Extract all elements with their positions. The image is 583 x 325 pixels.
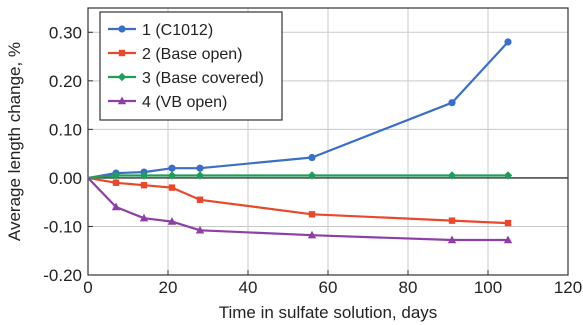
x-tick-label: 100	[474, 278, 502, 297]
data-point	[504, 219, 512, 227]
data-point	[167, 217, 177, 225]
data-point	[447, 171, 457, 180]
y-tick-label: -0.10	[43, 217, 82, 236]
y-tick-label: -0.20	[43, 266, 82, 285]
data-point	[140, 181, 148, 189]
data-point	[168, 184, 176, 191]
data-point	[308, 211, 316, 218]
series-line	[87, 41, 509, 179]
legend-marker	[117, 72, 127, 82]
series-3	[87, 171, 513, 180]
legend-label: 4 (VB open)	[142, 94, 227, 111]
data-point	[503, 171, 513, 180]
series-line	[87, 177, 508, 242]
data-point	[139, 171, 149, 180]
legend-marker	[118, 49, 126, 57]
tick-labels: 0 20 40 60 80 100 120 -0.20 -0.10 0.00 0.10 0.20 0.3…	[43, 23, 582, 297]
data-point	[503, 235, 513, 244]
legend-marker	[117, 96, 127, 105]
data-point	[196, 164, 204, 172]
series-1	[87, 38, 512, 179]
data-point	[307, 230, 317, 239]
data-point	[195, 171, 205, 180]
series-4	[87, 177, 513, 244]
x-tick-label: 0	[83, 278, 92, 297]
x-tick-label: 20	[159, 278, 178, 297]
y-tick-label: 0.30	[49, 23, 82, 42]
legend-label: 1 (C1012)	[142, 22, 213, 39]
data-point	[308, 153, 316, 162]
axes	[87, 7, 569, 276]
legend-label: 2 (Base open)	[142, 46, 243, 63]
legend: 1 (C1012) 2 (Base open) 3 (Base covered) 4 …	[99, 11, 283, 121]
y-axis-title: Average length change, %	[5, 42, 24, 241]
legend-entry: 2 (Base open)	[108, 46, 243, 63]
series-line	[87, 176, 509, 225]
data-point	[307, 171, 317, 180]
data-point	[196, 196, 204, 203]
x-tick-label: 120	[554, 278, 582, 297]
data-point	[139, 213, 149, 222]
data-point	[111, 202, 121, 211]
legend-entry: 1 (C1012)	[108, 22, 213, 39]
series-line	[87, 174, 508, 179]
data-point	[448, 99, 456, 107]
y-tick-label: 0.10	[49, 120, 82, 139]
legend-entry: 4 (VB open)	[108, 94, 227, 111]
series-lines	[87, 38, 513, 244]
legend-entry: 3 (Base covered)	[108, 70, 264, 87]
x-tick-label: 40	[239, 278, 258, 297]
data-point	[195, 225, 205, 234]
data-point	[167, 171, 177, 180]
legend-marker	[118, 25, 126, 33]
data-point	[168, 164, 176, 172]
data-point	[111, 171, 121, 180]
data-point	[112, 179, 120, 186]
x-tick-label: 80	[399, 278, 418, 297]
y-tick-label: 0.00	[49, 169, 82, 188]
legend-label: 3 (Base covered)	[142, 70, 264, 87]
data-point	[448, 217, 456, 224]
x-tick-label: 60	[319, 278, 338, 297]
data-point	[504, 38, 512, 46]
y-tick-label: 0.20	[49, 72, 82, 91]
series-2	[87, 176, 512, 227]
x-axis-title: Time in sulfate solution, days	[219, 303, 438, 322]
data-point	[447, 235, 457, 244]
